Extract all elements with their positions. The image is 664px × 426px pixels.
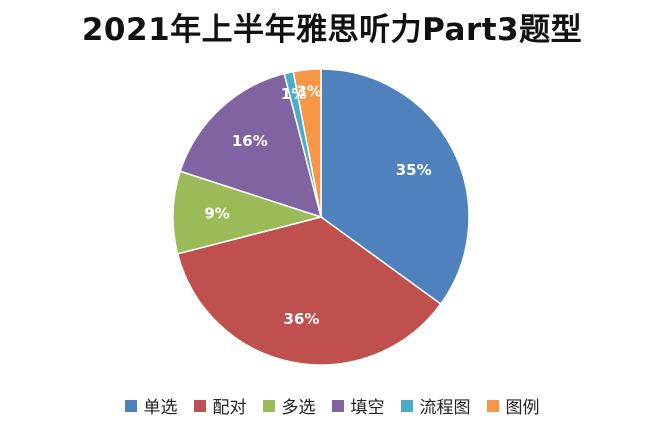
chart-title: 2021年上半年雅思听力Part3题型 [81,12,583,48]
legend-swatch-1 [193,399,206,412]
legend-swatch-2 [262,399,275,412]
pie-data-label-4: 1% [281,85,306,103]
legend-label-0: 单选 [143,398,178,418]
legend-item-5: 图例 [486,393,540,418]
legend-label-2: 多选 [281,398,316,418]
pie-data-label-0: 35% [396,161,432,179]
legend-item-0: 单选 [124,393,178,418]
pie-data-label-2: 9% [204,205,229,223]
legend-item-1: 配对 [193,393,247,418]
pie-slice-0 [320,68,470,306]
pie-data-label-3: 16% [232,132,268,150]
legend-item-2: 多选 [262,393,316,418]
pie-slice-2 [172,170,324,255]
legend-label-5: 图例 [505,398,540,418]
pie-data-label-1: 36% [284,310,320,328]
legend-label-4: 流程图 [419,398,471,418]
legend-item-3: 填空 [331,393,385,418]
pie-slice-3 [179,72,323,219]
legend-item-4: 流程图 [400,393,471,418]
legend-swatch-4 [400,399,413,412]
pie-data-label-5: 3% [296,83,321,101]
legend-swatch-3 [331,399,344,412]
legend-label-3: 填空 [350,398,385,418]
legend-swatch-0 [124,399,137,412]
legend-label-1: 配对 [212,398,247,418]
pie-slice-1 [176,216,442,366]
chart-legend: 单选 配对 多选 填空 流程图 图例 [0,393,664,418]
pie-slice-5 [292,68,322,218]
legend-swatch-5 [486,399,499,412]
